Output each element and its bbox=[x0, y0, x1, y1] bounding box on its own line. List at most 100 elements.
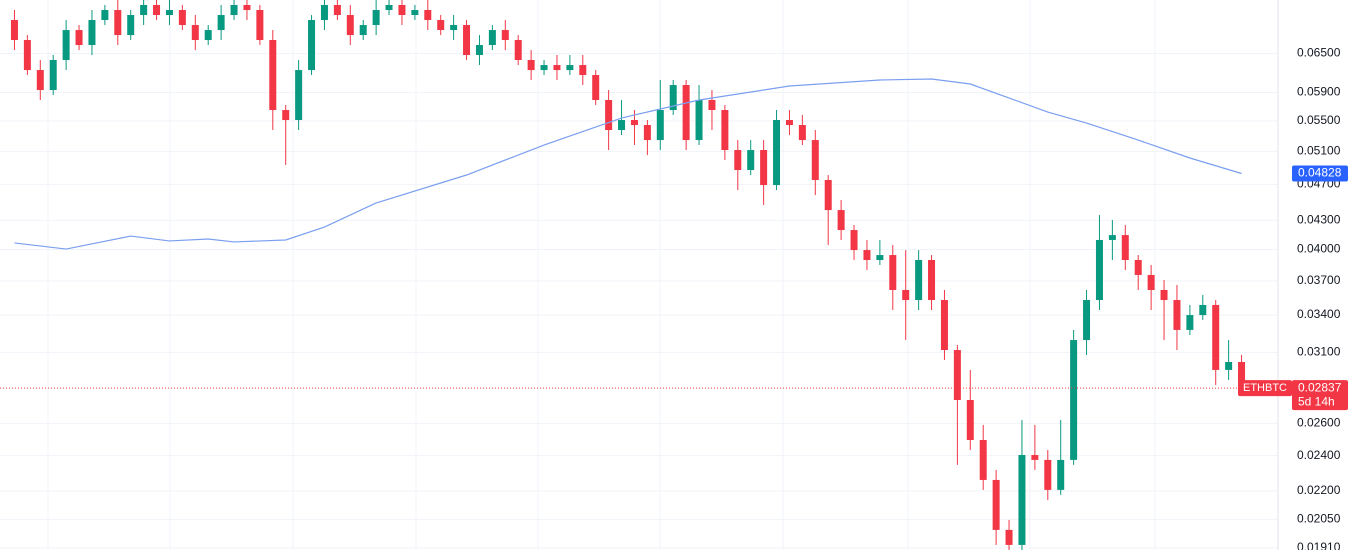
y-tick-label: 0.05500 bbox=[1297, 113, 1341, 127]
candle-body bbox=[1083, 300, 1091, 341]
candle-body bbox=[695, 100, 703, 141]
candle-body bbox=[785, 120, 793, 126]
candle-body bbox=[230, 4, 238, 16]
candle-body bbox=[88, 20, 96, 46]
candle-body bbox=[669, 85, 677, 111]
candle-body bbox=[501, 30, 509, 41]
candle-body bbox=[527, 60, 535, 71]
candle-body bbox=[540, 65, 548, 71]
ma-label-box bbox=[1292, 165, 1348, 182]
candle-body bbox=[359, 25, 367, 36]
candle-body bbox=[1057, 459, 1065, 490]
candle-body bbox=[463, 25, 471, 55]
candle-body bbox=[682, 85, 690, 141]
candle-body bbox=[514, 40, 522, 61]
candle-body bbox=[282, 110, 290, 121]
candle-body bbox=[398, 4, 406, 16]
candle-body bbox=[656, 110, 664, 141]
candle-body bbox=[256, 10, 264, 41]
candle-body bbox=[1018, 455, 1026, 545]
candle-body bbox=[734, 150, 742, 171]
candle-body bbox=[811, 140, 819, 180]
candle-body bbox=[863, 250, 871, 260]
candle-body bbox=[618, 120, 626, 131]
candle-body bbox=[165, 10, 173, 16]
candle-body bbox=[940, 300, 948, 351]
price-label: 0.02837 bbox=[1298, 380, 1342, 394]
candle-body bbox=[605, 100, 613, 131]
candle-body bbox=[760, 150, 768, 186]
candle-body bbox=[979, 440, 987, 480]
candle-body bbox=[49, 60, 57, 91]
candle-body bbox=[1160, 289, 1168, 301]
candle-body bbox=[747, 150, 755, 171]
candle-body bbox=[1070, 340, 1078, 460]
candle-body bbox=[708, 100, 716, 111]
candle-body bbox=[62, 30, 70, 61]
symbol-label: ETHBTC bbox=[1243, 382, 1287, 394]
candle-body bbox=[1199, 304, 1207, 316]
candle-body bbox=[773, 120, 781, 186]
candle-body bbox=[178, 10, 186, 26]
candle-body bbox=[643, 125, 651, 141]
y-tick-label: 0.02050 bbox=[1297, 511, 1341, 525]
candle-body bbox=[372, 10, 380, 26]
candle-body bbox=[1095, 239, 1103, 301]
candle-body bbox=[217, 15, 225, 31]
candle-body bbox=[385, 4, 393, 11]
y-tick-label: 0.01910 bbox=[1297, 540, 1341, 550]
candle-body bbox=[333, 4, 341, 16]
price-label-box bbox=[1292, 380, 1348, 411]
candle-body bbox=[566, 65, 574, 71]
candle-body bbox=[269, 40, 277, 111]
countdown-label: 5d 14h bbox=[1298, 394, 1335, 408]
candle-body bbox=[579, 65, 587, 76]
candle-body bbox=[824, 179, 832, 211]
candle-body bbox=[992, 479, 1000, 530]
candle-body bbox=[876, 255, 884, 260]
candle-body bbox=[295, 70, 303, 121]
candle-body bbox=[101, 10, 109, 21]
candle-body bbox=[630, 120, 638, 126]
symbol-label-box bbox=[1238, 380, 1292, 397]
candle-body bbox=[437, 20, 445, 31]
candle-body bbox=[1212, 304, 1220, 370]
candle-body bbox=[1173, 300, 1181, 330]
candle-body bbox=[191, 25, 199, 41]
candle-body bbox=[320, 4, 328, 21]
candle-body bbox=[127, 15, 135, 36]
candle-body bbox=[308, 20, 316, 71]
candle-body bbox=[889, 255, 897, 290]
candle-body bbox=[1044, 459, 1052, 490]
y-tick-label: 0.04000 bbox=[1297, 242, 1341, 256]
candle-body bbox=[592, 75, 600, 101]
candle-body bbox=[837, 210, 845, 231]
y-tick-label: 0.03400 bbox=[1297, 307, 1341, 321]
y-tick-label: 0.02200 bbox=[1297, 483, 1341, 497]
candle-body bbox=[902, 289, 910, 301]
candle-body bbox=[966, 399, 974, 441]
candle-body bbox=[488, 30, 496, 46]
candle-body bbox=[204, 30, 212, 41]
candle-body bbox=[10, 20, 18, 41]
candle-body bbox=[915, 259, 923, 301]
candle-body bbox=[23, 40, 31, 71]
moving-average-line bbox=[14, 78, 1242, 250]
candle-body bbox=[1031, 455, 1039, 460]
candle-body bbox=[75, 30, 83, 46]
candle-body bbox=[140, 4, 148, 16]
candle-body bbox=[450, 25, 458, 31]
candle-body bbox=[346, 15, 354, 36]
y-tick-label: 0.02400 bbox=[1297, 448, 1341, 462]
candle-body bbox=[1186, 315, 1194, 330]
ma-label: 0.04828 bbox=[1298, 166, 1342, 180]
y-tick-label: 0.05900 bbox=[1297, 85, 1341, 99]
candle-body bbox=[953, 350, 961, 400]
candle-body bbox=[553, 65, 561, 71]
candle-body bbox=[36, 70, 44, 91]
candle-body bbox=[1225, 361, 1233, 370]
candle-body bbox=[1147, 274, 1155, 290]
candle-body bbox=[1134, 259, 1142, 275]
